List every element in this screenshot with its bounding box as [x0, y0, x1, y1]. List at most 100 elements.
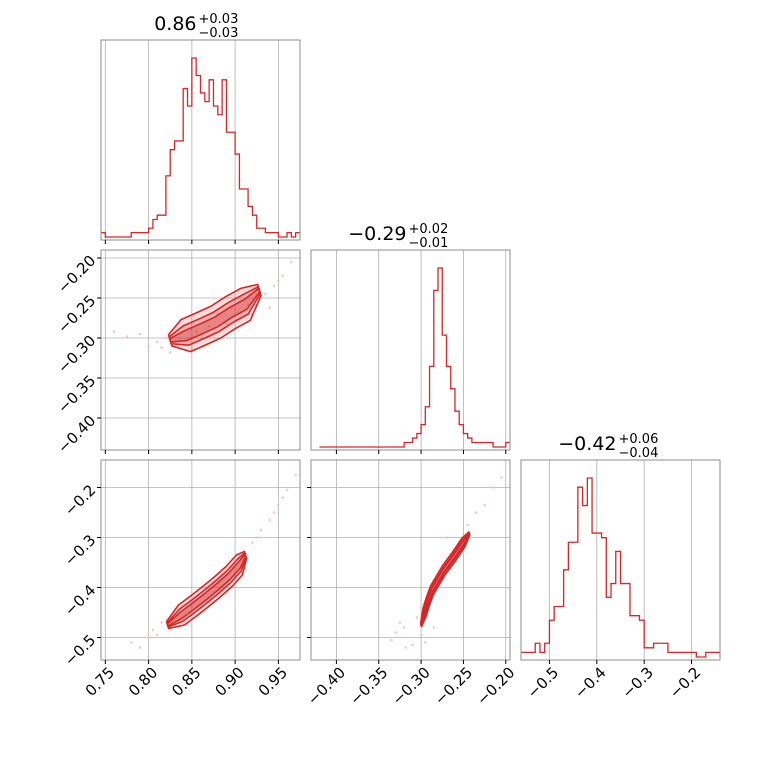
histogram-param-2-frame: [310, 249, 511, 451]
scatter-param-2-vs-1-frame: [100, 249, 301, 451]
title-param-1-upper: +0.03: [199, 12, 239, 27]
sample-point: [207, 324, 211, 328]
scatter-param-3-vs-1-frame: [100, 459, 301, 661]
sample-point: [151, 628, 155, 632]
histogram-param-3: [521, 477, 720, 658]
sample-point: [281, 496, 284, 499]
x3-tick-label: −0.4: [571, 664, 609, 702]
sample-point: [125, 335, 129, 338]
sample-point: [445, 536, 448, 539]
contour-level-3: [420, 532, 471, 627]
sample-point: [272, 284, 276, 288]
x1-tick-label: 0.75: [82, 664, 118, 700]
x1-tick-label: 0.90: [211, 664, 247, 700]
sample-point: [268, 306, 272, 309]
sample-point: [259, 528, 263, 532]
y3-tick-label: −0.5: [61, 631, 99, 669]
sample-point: [281, 274, 284, 277]
sample-point: [419, 633, 423, 637]
y3-tick-label: −0.3: [61, 531, 99, 569]
sample-point: [466, 523, 469, 527]
sample-point: [272, 511, 276, 514]
sample-point: [398, 621, 402, 624]
y3-tick-label: −0.4: [61, 581, 99, 619]
scatter-param-3-vs-1: [129, 473, 297, 649]
title-param-3-lower: −0.04: [619, 446, 659, 461]
frame-layer: [97, 39, 721, 664]
sample-point: [147, 344, 150, 348]
sample-point: [402, 626, 406, 629]
sample-point: [155, 633, 159, 637]
title-param-1-value: 0.86: [154, 13, 196, 35]
sample-point: [264, 292, 267, 296]
sample-point: [112, 330, 116, 333]
sample-point: [483, 503, 486, 507]
sample-point: [138, 646, 142, 649]
data-layer: [101, 57, 720, 658]
sample-point: [129, 641, 133, 644]
scatter-param-3-vs-2: [390, 476, 503, 649]
sample-point: [411, 643, 414, 647]
sample-point: [432, 626, 436, 629]
sample-point: [194, 330, 198, 333]
title-param-3-value: −0.42: [558, 433, 616, 455]
contour-level-2: [168, 285, 262, 346]
x3-tick-label: −0.2: [666, 664, 704, 702]
sample-point: [155, 340, 159, 344]
sample-point: [160, 621, 163, 624]
histogram-param-3-frame: [520, 459, 721, 661]
x1-tick-label: 0.80: [125, 664, 161, 700]
sample-point: [277, 279, 280, 282]
x2-tick-label: −0.35: [346, 664, 391, 709]
y2-tick-label: −0.40: [54, 412, 99, 457]
sample-point: [138, 332, 142, 336]
title-param-3-upper: +0.06: [619, 432, 659, 447]
title-param-2-lower: −0.01: [409, 236, 449, 251]
sample-point: [190, 346, 194, 349]
sample-point: [160, 346, 163, 349]
sample-point: [491, 486, 495, 489]
histogram-param-2: [319, 267, 510, 448]
x2-tick-label: −0.20: [473, 664, 518, 709]
sample-point: [500, 476, 503, 479]
sample-point: [246, 303, 250, 306]
sample-point: [285, 488, 289, 492]
sample-point: [294, 473, 297, 477]
sample-point: [255, 536, 259, 539]
y2-tick-label: −0.30: [54, 332, 99, 377]
sample-point: [268, 518, 272, 522]
sample-point: [424, 641, 427, 644]
x2-tick-label: −0.25: [431, 664, 476, 709]
histogram-param-1-frame: [100, 39, 301, 241]
y2-tick-label: −0.35: [54, 372, 99, 417]
sample-point: [277, 503, 280, 507]
histogram-param-1: [101, 57, 300, 238]
sample-point: [251, 541, 254, 544]
sample-point: [415, 616, 419, 619]
grid-layer: [101, 40, 692, 660]
sample-point: [168, 351, 172, 354]
sample-point: [177, 336, 181, 340]
y2-tick-label: −0.20: [54, 252, 99, 297]
sample-point: [147, 636, 150, 639]
x2-tick-label: −0.30: [389, 664, 434, 709]
scatter-param-3-vs-2-frame: [310, 459, 511, 661]
sample-point: [474, 511, 478, 514]
contour-level-3: [168, 287, 261, 343]
sample-point: [394, 631, 397, 634]
title-param-2-upper: +0.02: [409, 222, 449, 237]
label-layer: 0.86 +0.03−0.03−0.29 +0.02−0.01−0.5 −0.4 −0.…: [54, 12, 704, 709]
sample-point: [164, 336, 168, 340]
y2-tick-label: −0.25: [54, 292, 99, 337]
y3-tick-label: −0.2: [61, 481, 99, 519]
sample-point: [390, 638, 393, 642]
contour-level-3: [166, 553, 247, 627]
sample-point: [225, 322, 228, 325]
x1-tick-label: 0.95: [255, 664, 291, 700]
scatter-param-2-vs-1: [112, 260, 293, 354]
sample-point: [290, 260, 293, 264]
x1-tick-label: 0.85: [168, 664, 204, 700]
sample-point: [404, 646, 408, 649]
x2-tick-label: −0.40: [304, 664, 349, 709]
